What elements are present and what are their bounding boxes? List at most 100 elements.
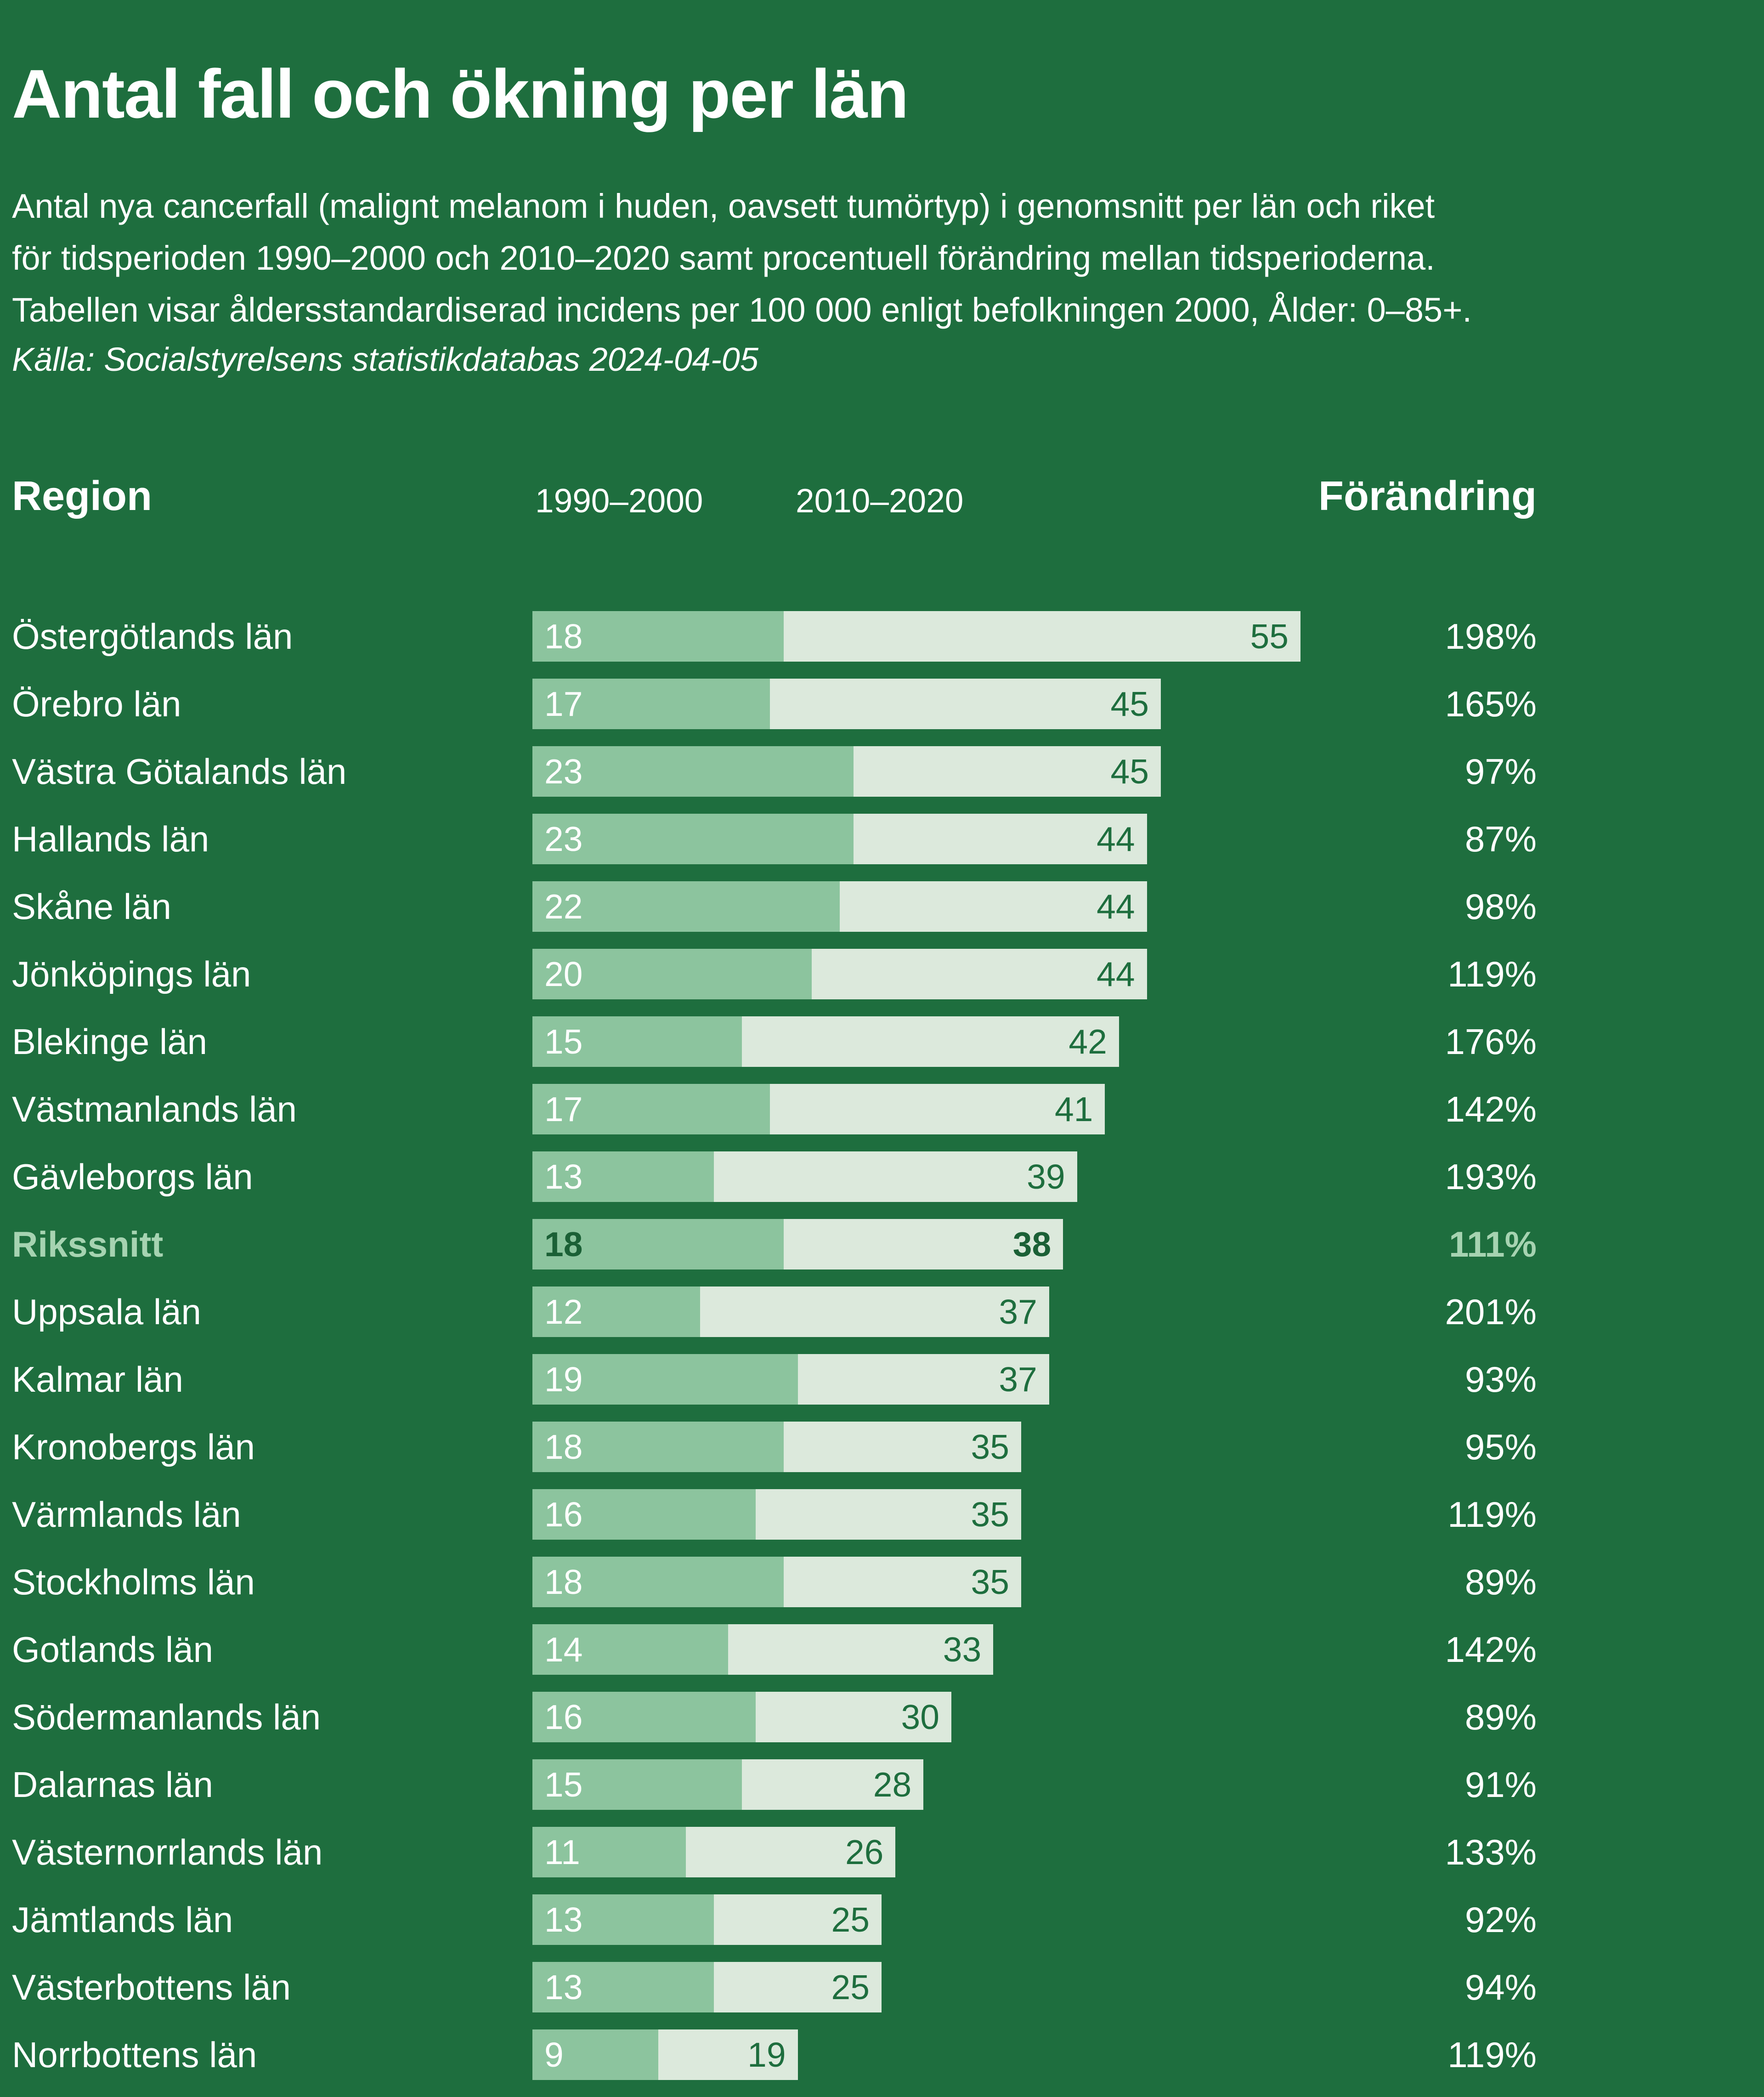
- bar-segment-period2: 37: [797, 1354, 1049, 1405]
- table-row: Dalarnas län 15 28 91%: [0, 1759, 1764, 1827]
- table-row: Gotlands län 14 33 142%: [0, 1624, 1764, 1692]
- bar: 17 41: [532, 1084, 1105, 1134]
- bar: 19 37: [532, 1354, 1049, 1405]
- table-row: Örebro län 17 45 165%: [0, 679, 1764, 746]
- bar-segment-period2: 44: [839, 881, 1147, 932]
- bar-value-period1: 17: [544, 685, 583, 723]
- bar-value-period1: 16: [544, 1698, 583, 1736]
- table-row: Västra Götalands län 23 45 97%: [0, 746, 1764, 814]
- region-label: Örebro län: [12, 684, 181, 724]
- bar-value-period1: 9: [544, 2035, 564, 2074]
- bar: 22 44: [532, 881, 1147, 932]
- bar-value-period1: 18: [544, 617, 583, 656]
- bar-segment-period2: 38: [784, 1219, 1063, 1270]
- bar: 18 35: [532, 1422, 1021, 1472]
- region-label: Kalmar län: [12, 1359, 183, 1400]
- bar: 17 45: [532, 679, 1161, 729]
- subtitle-line-3: Tabellen visar åldersstandardiserad inci…: [12, 291, 1472, 329]
- bar-value-period2: 28: [873, 1765, 912, 1804]
- table-row: Jämtlands län 13 25 92%: [0, 1894, 1764, 1962]
- change-percent: 95%: [1464, 1427, 1537, 1467]
- bar-value-period2: 35: [971, 1495, 1009, 1534]
- bar-value-period2: 45: [1110, 752, 1149, 791]
- change-percent: 87%: [1464, 819, 1537, 859]
- change-percent: 89%: [1464, 1697, 1537, 1737]
- bar: 12 37: [532, 1287, 1049, 1337]
- bar: 18 55: [532, 611, 1300, 662]
- table-row: Uppsala län 12 37 201%: [0, 1287, 1764, 1354]
- bar-value-period1: 13: [544, 1900, 583, 1939]
- bar-segment-period1: 18: [532, 1557, 784, 1607]
- table-row: Jönköpings län 20 44 119%: [0, 949, 1764, 1016]
- bar-value-period2: 44: [1097, 887, 1135, 926]
- region-label: Norrbottens län: [12, 2035, 257, 2075]
- bar: 13 25: [532, 1962, 882, 2012]
- bar-segment-period1: 11: [532, 1827, 686, 1877]
- bar-segment-period1: 15: [532, 1016, 742, 1067]
- column-header-period2: 2010–2020: [796, 482, 964, 520]
- bar-value-period1: 18: [544, 1563, 583, 1601]
- bar-segment-period1: 15: [532, 1759, 742, 1810]
- column-header-region: Region: [12, 473, 152, 519]
- rows: Östergötlands län 18 55 198% Örebro län …: [0, 611, 1764, 2097]
- bar: 23 44: [532, 814, 1147, 864]
- column-header-period1: 1990–2000: [535, 482, 703, 520]
- bar-segment-period1: 22: [532, 881, 840, 932]
- subtitle-line-1: Antal nya cancerfall (malignt melanom i …: [12, 187, 1435, 225]
- bar: 16 30: [532, 1692, 951, 1742]
- region-label: Dalarnas län: [12, 1764, 213, 1805]
- bar-segment-period1: 20: [532, 949, 812, 999]
- region-label: Jämtlands län: [12, 1899, 233, 1940]
- region-label: Västmanlands län: [12, 1089, 297, 1129]
- chart-subtitle: Antal nya cancerfall (malignt melanom i …: [12, 180, 1472, 336]
- change-percent: 165%: [1445, 684, 1537, 724]
- table-row: Skåne län 22 44 98%: [0, 881, 1764, 949]
- bar-segment-period1: 17: [532, 1084, 770, 1134]
- table-row: Västerbottens län 13 25 94%: [0, 1962, 1764, 2029]
- table-row: Blekinge län 15 42 176%: [0, 1016, 1764, 1084]
- bar-segment-period1: 9: [532, 2029, 658, 2080]
- region-label: Värmlands län: [12, 1494, 241, 1535]
- bar-value-period2: 26: [845, 1833, 884, 1871]
- bar: 15 42: [532, 1016, 1119, 1067]
- column-header-change: Förändring: [1318, 473, 1537, 519]
- table-row: Gävleborgs län 13 39 193%: [0, 1151, 1764, 1219]
- table-row: Östergötlands län 18 55 198%: [0, 611, 1764, 679]
- bar-segment-period1: 13: [532, 1894, 714, 1945]
- bar: 16 35: [532, 1489, 1021, 1540]
- region-label: Jönköpings län: [12, 954, 251, 994]
- change-percent: 97%: [1464, 751, 1537, 792]
- change-percent: 198%: [1445, 616, 1537, 657]
- bar-value-period2: 42: [1069, 1022, 1107, 1061]
- bar-value-period2: 38: [1012, 1225, 1052, 1264]
- bar-value-period1: 12: [544, 1292, 583, 1331]
- bar-value-period1: 23: [544, 752, 583, 791]
- bar-segment-period2: 55: [784, 611, 1300, 662]
- bar-segment-period2: 44: [854, 814, 1147, 864]
- bar-segment-period1: 23: [532, 746, 854, 797]
- bar-segment-period1: 17: [532, 679, 770, 729]
- bar-value-period2: 25: [831, 1900, 870, 1939]
- bar-segment-period2: 25: [714, 1962, 882, 2012]
- region-label: Stockholms län: [12, 1562, 255, 1602]
- region-label: Västra Götalands län: [12, 751, 347, 792]
- table-row: Västernorrlands län 11 26 133%: [0, 1827, 1764, 1894]
- bar: 11 26: [532, 1827, 896, 1877]
- change-percent: 119%: [1447, 1494, 1537, 1535]
- bar-value-period1: 23: [544, 820, 583, 858]
- change-percent: 111%: [1449, 1224, 1537, 1264]
- bar: 15 28: [532, 1759, 924, 1810]
- table-row: Kronobergs län 18 35 95%: [0, 1422, 1764, 1489]
- bar-value-period2: 19: [747, 2035, 786, 2074]
- bar-segment-period1: 18: [532, 1422, 784, 1472]
- bar-value-period1: 13: [544, 1968, 583, 2006]
- column-headers: Region 1990–2000 2010–2020 Förändring: [0, 473, 1764, 524]
- bar: 9 19: [532, 2029, 798, 2080]
- bar-value-period1: 15: [544, 1022, 583, 1061]
- table-row: Rikssnitt 18 38 111%: [0, 1219, 1764, 1287]
- region-label: Hallands län: [12, 819, 209, 859]
- subtitle-line-2: för tidsperioden 1990–2000 och 2010–2020…: [12, 239, 1435, 277]
- bar-segment-period2: 45: [854, 746, 1161, 797]
- change-percent: 119%: [1447, 954, 1537, 994]
